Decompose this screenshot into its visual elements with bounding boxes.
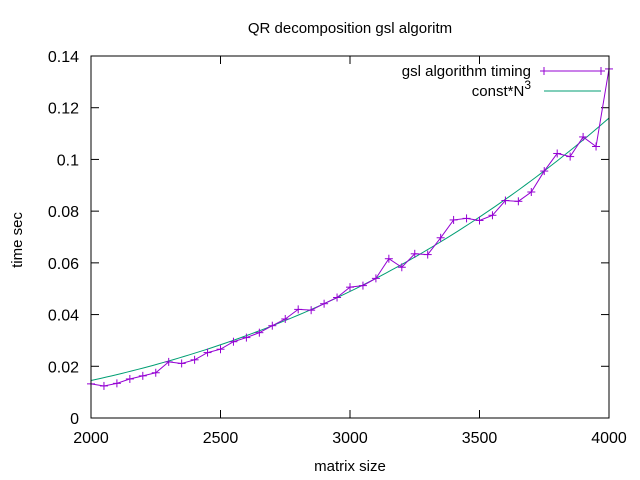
y-tick-label: 0.04 [48,308,79,325]
legend-marker-gsl-timing [597,67,605,75]
y-tick-label: 0.02 [48,359,79,376]
plot-frame [90,55,610,419]
series-line-gsl-timing [90,68,610,387]
y-tick-label: 0.1 [57,152,79,169]
data-point-marker [203,348,212,357]
x-tick-label: 3000 [332,430,368,447]
y-tick-label: 0.06 [48,256,79,273]
data-point-marker [268,321,277,330]
chart-title: QR decomposition gsl algoritm [248,20,452,37]
data-point-marker [527,188,536,197]
data-point-marker [281,314,290,323]
x-tick-label: 4000 [591,430,627,447]
data-point-marker [294,305,303,314]
y-axis: 0 0.02 0.04 0.06 0.08 0.1 0.12 0.14 [48,49,609,428]
data-point-marker [242,333,251,342]
data-point-marker [255,328,264,337]
y-tick-label: 0 [70,411,79,428]
x-tick-label: 2000 [73,430,109,447]
legend-label-gsl-timing: gsl algorithm timing [402,63,531,80]
legend-label-const-n3-base: const*N [472,83,525,100]
data-point-marker [410,249,419,258]
legend-marker-gsl-timing [540,67,548,75]
data-point-marker [553,149,562,158]
data-point-marker [112,379,121,388]
data-point-marker [475,216,484,225]
data-point-marker [333,293,342,302]
data-point-marker [384,254,393,263]
data-point-marker [488,211,497,220]
x-tick-label: 2500 [203,430,239,447]
data-point-marker [358,281,367,290]
plot-area [87,64,613,390]
x-tick-label: 3500 [462,430,498,447]
series-line-const-n3 [90,117,610,381]
y-tick-label: 0.12 [48,101,79,118]
data-point-marker [307,306,316,315]
data-point-marker [99,381,108,390]
data-point-marker [216,345,225,354]
data-point-marker [320,299,329,308]
data-point-marker [371,274,380,283]
data-point-marker [397,263,406,272]
data-point-marker [229,337,238,346]
x-axis: 2000 2500 3000 3500 4000 [73,56,627,447]
legend: gsl algorithm timing const*N3 [402,63,605,100]
data-point-marker [177,359,186,368]
data-point-marker [449,215,458,224]
y-tick-label: 0.14 [48,49,79,66]
legend-label-const-n3: const*N3 [472,78,532,100]
x-axis-label: matrix size [314,458,386,475]
data-point-marker [423,250,432,259]
data-point-marker [514,197,523,206]
data-point-marker [579,132,588,141]
data-point-marker [462,214,471,223]
data-point-marker [501,196,510,205]
legend-label-const-n3-exponent: 3 [524,78,531,92]
data-point-marker [164,357,173,366]
data-point-marker [566,152,575,161]
data-point-marker [592,142,601,151]
data-point-marker [190,355,199,364]
data-point-marker [138,371,147,380]
data-point-marker [436,233,445,242]
data-point-marker [125,374,134,383]
y-tick-label: 0.08 [48,204,79,221]
y-axis-label: time sec [9,212,26,268]
data-point-marker [346,283,354,292]
data-point-marker [540,167,549,176]
data-point-marker [151,368,160,377]
